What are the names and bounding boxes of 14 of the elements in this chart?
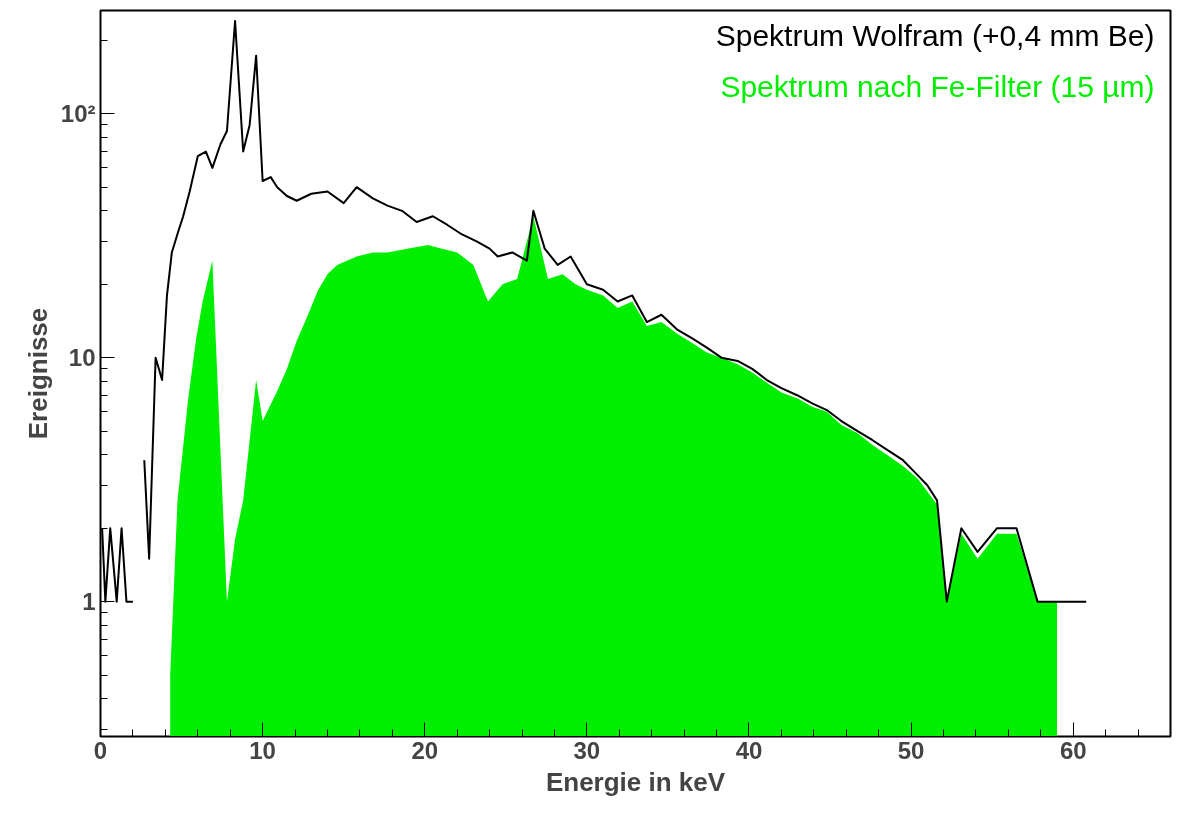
x-axis-title: Energie in keV	[545, 766, 726, 797]
y-tick-label: 10	[68, 344, 96, 372]
y-tick-label: 10²	[60, 100, 96, 128]
x-tick-label: 10	[249, 736, 276, 764]
text: Spektrum Wolfram (+0,4 mm Be)	[715, 19, 1155, 53]
x-tick-label: 30	[573, 736, 601, 764]
x-tick-label: 20	[411, 736, 439, 764]
x-tick-label: 40	[735, 736, 763, 764]
x-tick-label: 0	[93, 736, 108, 764]
y-axis-title: Ereignisse	[22, 307, 53, 440]
x-tick-label: 60	[1059, 736, 1087, 764]
x-tick-label: 50	[897, 736, 925, 764]
text: Spektrum nach Fe-Filter (15 µm)	[720, 70, 1155, 104]
y-tick-label: 1	[82, 588, 96, 616]
